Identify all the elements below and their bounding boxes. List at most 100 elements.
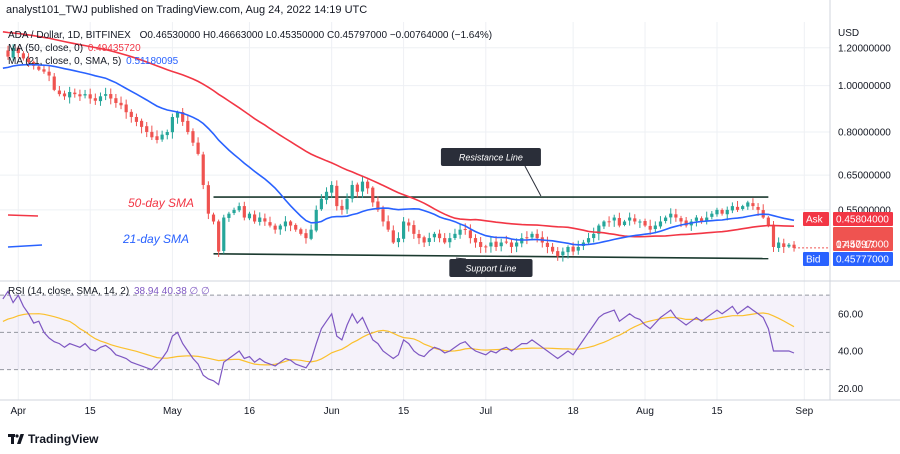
candle [247, 211, 252, 221]
publish-header: analyst101_TWJ published on TradingView.… [6, 4, 368, 16]
candle-body [576, 246, 580, 251]
candle-body [664, 217, 668, 222]
candle-body [196, 142, 200, 154]
candle [782, 238, 786, 253]
candle [545, 236, 550, 254]
candle-body [443, 238, 447, 243]
candle [11, 44, 15, 62]
legend-rsi-row[interactable]: RSI (14, close, SMA, 14, 2) 38.94 40.38 … [8, 286, 210, 297]
support-label: Support Line [449, 259, 533, 277]
candle-body [566, 246, 570, 253]
candle-body [751, 203, 755, 207]
candle-body [160, 134, 164, 140]
candle [725, 206, 729, 221]
candle [381, 205, 385, 227]
candle [710, 210, 714, 220]
rsi-line [2, 290, 795, 386]
candle-body [648, 225, 652, 230]
candle-body [227, 213, 231, 218]
candle-body [309, 229, 313, 239]
candle-body [396, 238, 401, 243]
candle-body [242, 206, 246, 218]
candle-body [777, 242, 781, 248]
candle [16, 46, 20, 58]
candle [443, 233, 447, 245]
candle [42, 65, 46, 74]
candle [263, 213, 267, 226]
legend-ma50-row[interactable]: MA (50, close, 0) 0.49435720 [8, 43, 141, 54]
candle-body [217, 221, 221, 252]
ma50-line [2, 31, 795, 238]
candle [391, 225, 395, 244]
candle [211, 212, 216, 225]
x-tick-label: Jul [479, 406, 492, 417]
candle [78, 89, 82, 101]
candle-body [175, 112, 180, 118]
price-tick-label: 0.65000000 [838, 171, 891, 182]
candle-body [592, 233, 596, 239]
legend-symbol-row: ADA / Dollar, 1D, BITFINEX O0.46530000 H… [8, 30, 492, 41]
candle [191, 128, 195, 147]
candle [720, 208, 724, 216]
candle [52, 73, 56, 92]
candle-body [453, 233, 457, 239]
candle [299, 227, 303, 236]
candle [556, 247, 560, 261]
candle-body [237, 206, 241, 211]
candle-body [62, 93, 67, 97]
candle-body [350, 184, 354, 199]
candle [448, 232, 452, 248]
candle [458, 223, 462, 239]
sma50-label: 50-day SMA [128, 196, 194, 210]
candle [62, 90, 67, 100]
candle-body [11, 47, 15, 58]
candle [489, 236, 493, 253]
candle-body [319, 198, 323, 210]
legend-ma21-label: MA (21, close, 0, SMA, 5) [8, 56, 122, 67]
candle [227, 211, 231, 222]
candle [186, 115, 190, 135]
candle-body [571, 246, 575, 252]
candle-body [360, 181, 365, 192]
candle-body [73, 92, 77, 95]
tradingview-brand: TradingView [28, 432, 99, 446]
candle [73, 88, 77, 98]
candle-body [437, 233, 442, 239]
candle [278, 223, 282, 235]
x-tick-label: 15 [85, 406, 97, 417]
last-price-tag: 0.45797000 [833, 227, 893, 251]
price-tick-label: 1.00000000 [838, 81, 891, 92]
candle [407, 218, 411, 232]
candle [273, 223, 277, 234]
legend-ma50-value: 0.49435720 [87, 43, 141, 54]
candle [294, 223, 298, 232]
candle [242, 201, 246, 221]
bid-tag: Bid [803, 252, 829, 266]
resistance-pointer [524, 165, 542, 197]
ask-tag-text: Ask [806, 215, 824, 226]
candle [741, 204, 745, 211]
candle [689, 219, 693, 231]
candle [499, 238, 503, 252]
tradingview-logo[interactable]: TradingView [8, 432, 98, 446]
price-tick-label: 0.55000000 [838, 205, 891, 216]
candle-body [124, 104, 128, 113]
candle [345, 193, 349, 214]
candle-body [401, 221, 406, 239]
candle-body [705, 217, 709, 221]
candle-body [494, 241, 498, 247]
candle-body [787, 244, 791, 247]
candle-body [412, 225, 416, 234]
candle [479, 237, 483, 254]
candle-body [463, 228, 467, 230]
legend-ma21-row[interactable]: MA (21, close, 0, SMA, 5) 0.51180095 [8, 56, 178, 67]
candle-body [165, 132, 169, 136]
candle-body [191, 131, 195, 143]
x-tick-label: 16 [244, 406, 256, 417]
candle-body [78, 94, 82, 97]
candle-body [720, 209, 724, 214]
candle [525, 231, 529, 245]
candle-body [294, 224, 298, 230]
